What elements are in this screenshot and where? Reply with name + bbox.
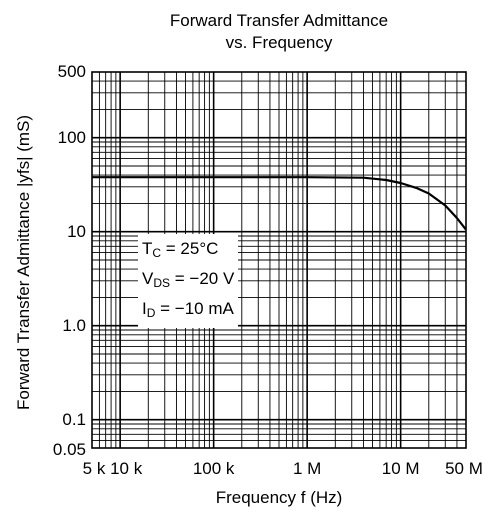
y-tick-label: 500 — [57, 62, 86, 81]
y-tick-label: 10 — [67, 221, 86, 241]
x-axis-label: Frequency f (Hz) — [215, 488, 343, 507]
y-tick-label: 0.1 — [62, 409, 86, 429]
plot-frame — [91, 71, 467, 449]
x-tick-label: 1 M — [292, 459, 322, 478]
condition-vds: VDS = −20 V — [142, 269, 235, 290]
y-tick-label: 1.0 — [62, 315, 86, 335]
x-tick-label: 10 M — [381, 459, 420, 478]
x-tick-label: 10 k — [110, 459, 143, 478]
x-tick-label: 100 k — [192, 459, 235, 478]
x-tick-label: 50 M — [445, 459, 483, 478]
chart-title-line1: Forward Transfer Admittance — [169, 11, 389, 30]
y-tick-label: 100 — [57, 127, 86, 147]
condition-tc: TC = 25°C — [142, 239, 219, 260]
y-tick-label: 0.05 — [52, 440, 86, 459]
condition-id: ID = −10 mA — [142, 299, 234, 320]
test-conditions: TC = 25°C VDS = −20 V ID = −10 mA — [138, 234, 239, 328]
x-tick-label: 5 k — [82, 459, 106, 478]
series-line-0 — [92, 176, 467, 231]
chart-title-line2: vs. Frequency — [225, 33, 333, 52]
